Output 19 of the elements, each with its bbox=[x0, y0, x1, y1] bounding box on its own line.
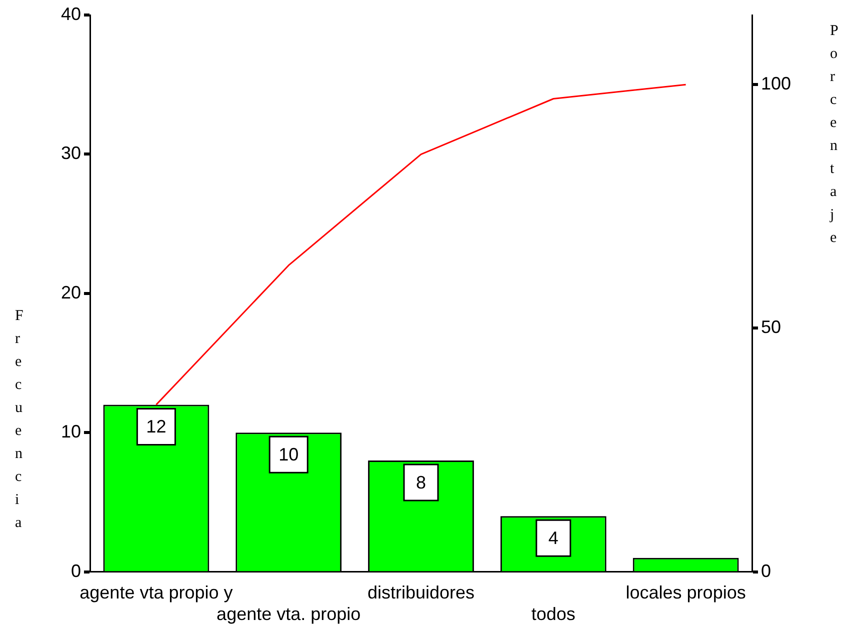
x-tick-label: locales propios bbox=[626, 582, 746, 603]
x-tick-label: todos bbox=[531, 604, 576, 624]
text: Porcentaje bbox=[830, 23, 838, 246]
y2-tick-label: 100 bbox=[761, 74, 792, 94]
text: Frecuencia bbox=[15, 308, 24, 531]
data-label: 10 bbox=[278, 444, 299, 465]
data-label: 8 bbox=[416, 472, 426, 492]
y-tick-label: 10 bbox=[60, 422, 81, 442]
x-tick-label: agente vta propio y bbox=[80, 582, 233, 603]
y2-tick-label: 50 bbox=[761, 317, 782, 338]
y2-tick-label: 0 bbox=[761, 560, 772, 581]
data-label: 12 bbox=[146, 416, 166, 437]
x-tick-label: agente vta. propio bbox=[216, 604, 361, 624]
y-tick-label: 30 bbox=[60, 143, 81, 164]
y-tick-label: 0 bbox=[70, 560, 81, 581]
y-tick-label: 40 bbox=[60, 4, 81, 24]
data-label: 4 bbox=[548, 528, 558, 548]
x-tick-label: distribuidores bbox=[367, 582, 475, 603]
y-tick-label: 20 bbox=[60, 282, 81, 302]
